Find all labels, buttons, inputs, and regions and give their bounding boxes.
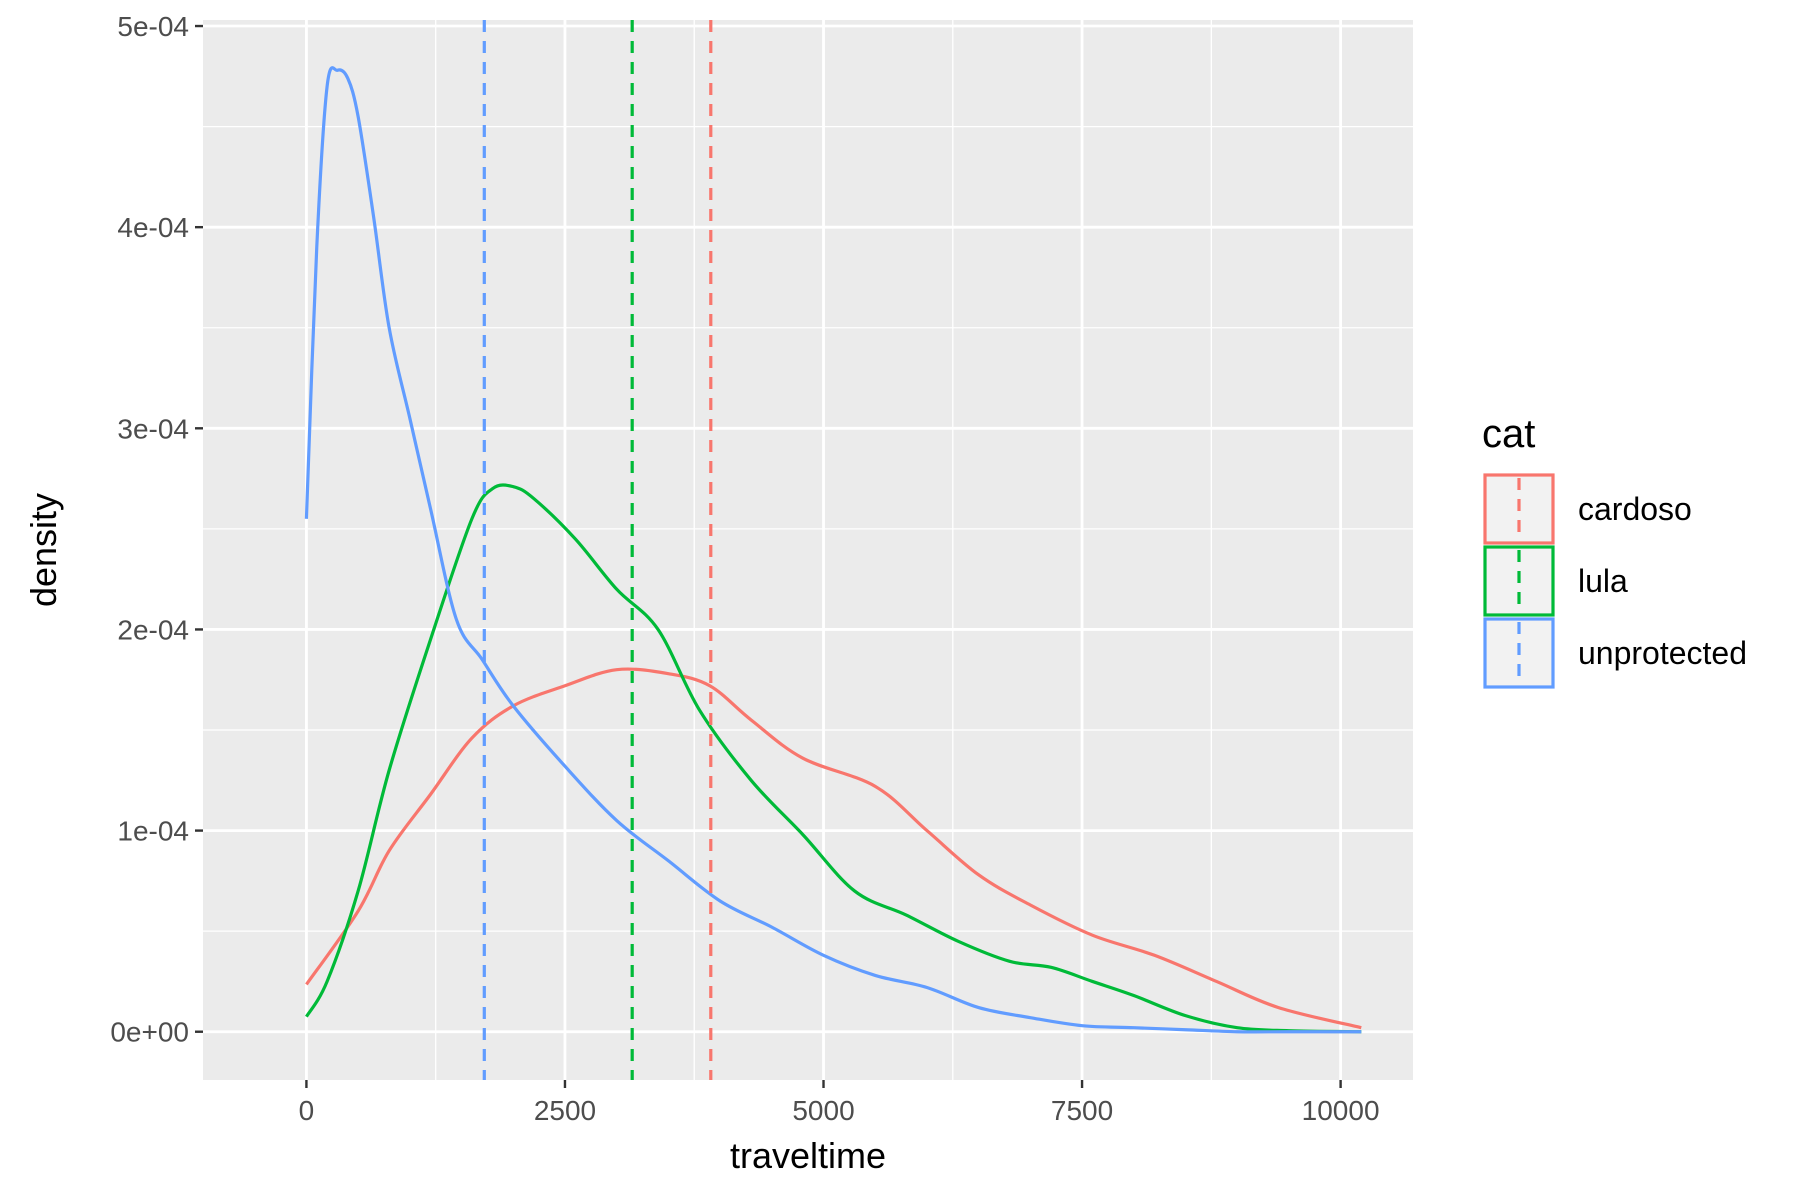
x-tick-label: 5000 <box>792 1095 854 1126</box>
x-tick-label: 10000 <box>1302 1095 1380 1126</box>
legend-label-cardoso: cardoso <box>1578 491 1692 527</box>
density-curve-cardoso <box>305 667 1362 1030</box>
y-tick-label: 1e-04 <box>117 816 189 847</box>
x-axis-title: traveltime <box>730 1135 886 1176</box>
plot-panel <box>203 20 1413 1080</box>
y-axis: 0e+00 1e-04 2e-04 3e-04 4e-04 5e-04 <box>110 11 203 1048</box>
major-gridlines <box>203 20 1413 1080</box>
mean-lines <box>482 20 713 1080</box>
y-tick-label: 2e-04 <box>117 614 189 645</box>
legend-label-unprotected: unprotected <box>1578 635 1747 671</box>
y-tick-label: 0e+00 <box>110 1017 189 1048</box>
y-tick-label: 4e-04 <box>117 212 189 243</box>
density-curves <box>304 66 1362 1034</box>
legend-label-lula: lula <box>1578 563 1628 599</box>
x-tick-label: 0 <box>299 1095 315 1126</box>
legend-title: cat <box>1482 412 1535 456</box>
y-tick-label: 3e-04 <box>117 413 189 444</box>
density-curve-lula <box>305 483 1362 1034</box>
density-curve-unprotected <box>304 66 1362 1034</box>
x-axis: 0 2500 5000 7500 10000 <box>299 1080 1380 1126</box>
x-tick-label: 7500 <box>1051 1095 1113 1126</box>
minor-gridlines <box>203 20 1413 1080</box>
y-tick-label: 5e-04 <box>117 11 189 42</box>
y-axis-title: density <box>23 493 64 607</box>
legend: cat cardoso lula unprotected <box>1482 412 1747 689</box>
x-tick-label: 2500 <box>534 1095 596 1126</box>
